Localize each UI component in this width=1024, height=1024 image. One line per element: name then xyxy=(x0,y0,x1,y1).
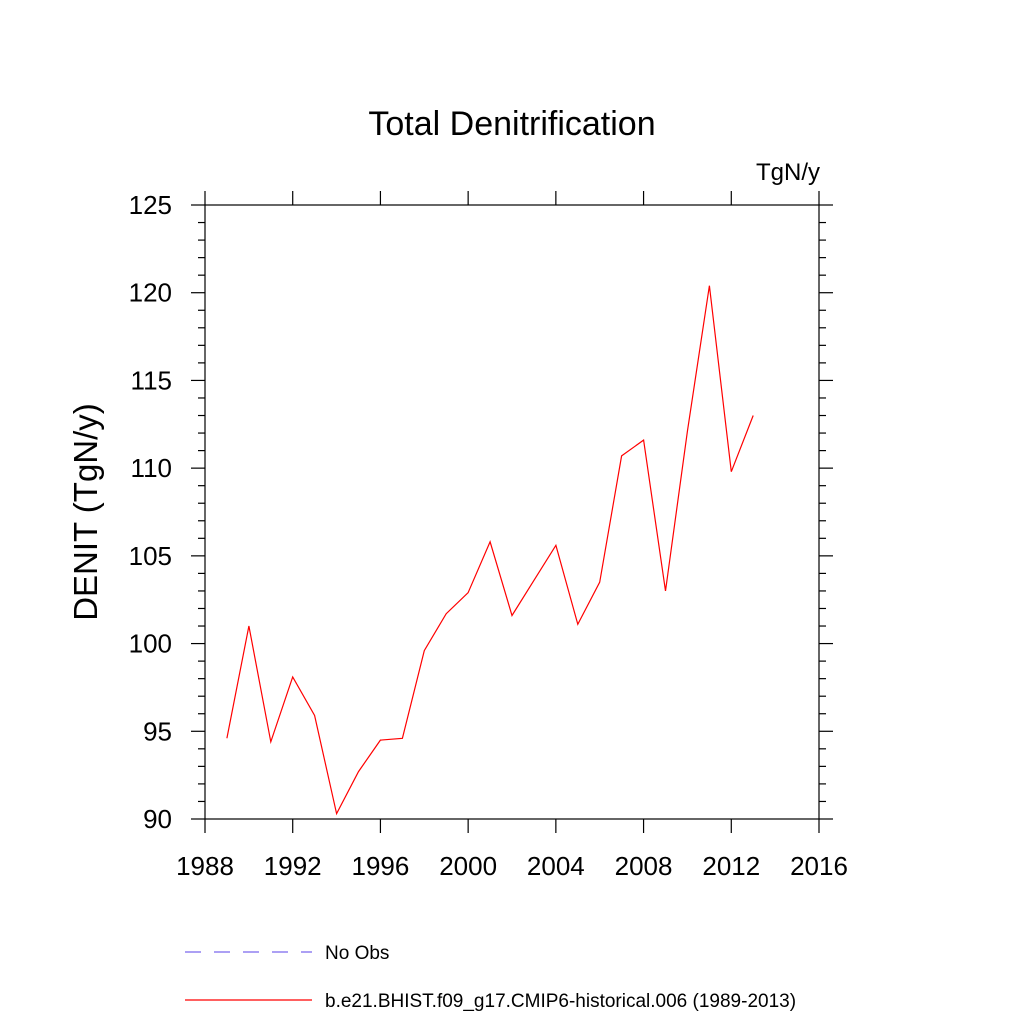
legend: No Obs b.e21.BHIST.f09_g17.CMIP6-historic… xyxy=(185,943,796,1012)
chart-title: Total Denitrification xyxy=(368,105,655,143)
y-tick-label: 115 xyxy=(131,365,172,395)
x-tick-label: 2008 xyxy=(615,851,673,881)
units-label: TgN/y xyxy=(756,159,820,186)
plot-frame xyxy=(204,204,820,820)
series-line xyxy=(226,285,754,816)
x-tick-label: 2000 xyxy=(439,851,497,881)
y-axis-label: DENIT (TgN/y) xyxy=(67,403,104,621)
x-tick-label: 1996 xyxy=(352,851,410,881)
y-tick-label: 120 xyxy=(129,278,172,308)
axis-ticks xyxy=(191,191,833,833)
x-tick-label: 2016 xyxy=(790,851,848,881)
x-tick-label: 1988 xyxy=(176,851,234,881)
series-layer xyxy=(226,285,754,816)
y-tick-label: 90 xyxy=(143,804,172,834)
y-tick-label: 95 xyxy=(143,716,172,746)
y-tick-label: 110 xyxy=(131,453,172,483)
x-tick-label: 2004 xyxy=(527,851,585,881)
y-tick-label: 105 xyxy=(129,541,172,571)
x-tick-label: 2012 xyxy=(702,851,760,881)
legend-label: No Obs xyxy=(325,943,389,964)
y-tick-label: 125 xyxy=(129,190,172,220)
tick-labels: 1988 1992 1996 2000 2004 2008 2012 2016 90 95 100 1… xyxy=(129,190,848,881)
legend-label: b.e21.BHIST.f09_g17.CMIP6-historical.006… xyxy=(325,991,796,1012)
y-tick-label: 100 xyxy=(129,629,172,659)
x-tick-label: 1992 xyxy=(264,851,322,881)
